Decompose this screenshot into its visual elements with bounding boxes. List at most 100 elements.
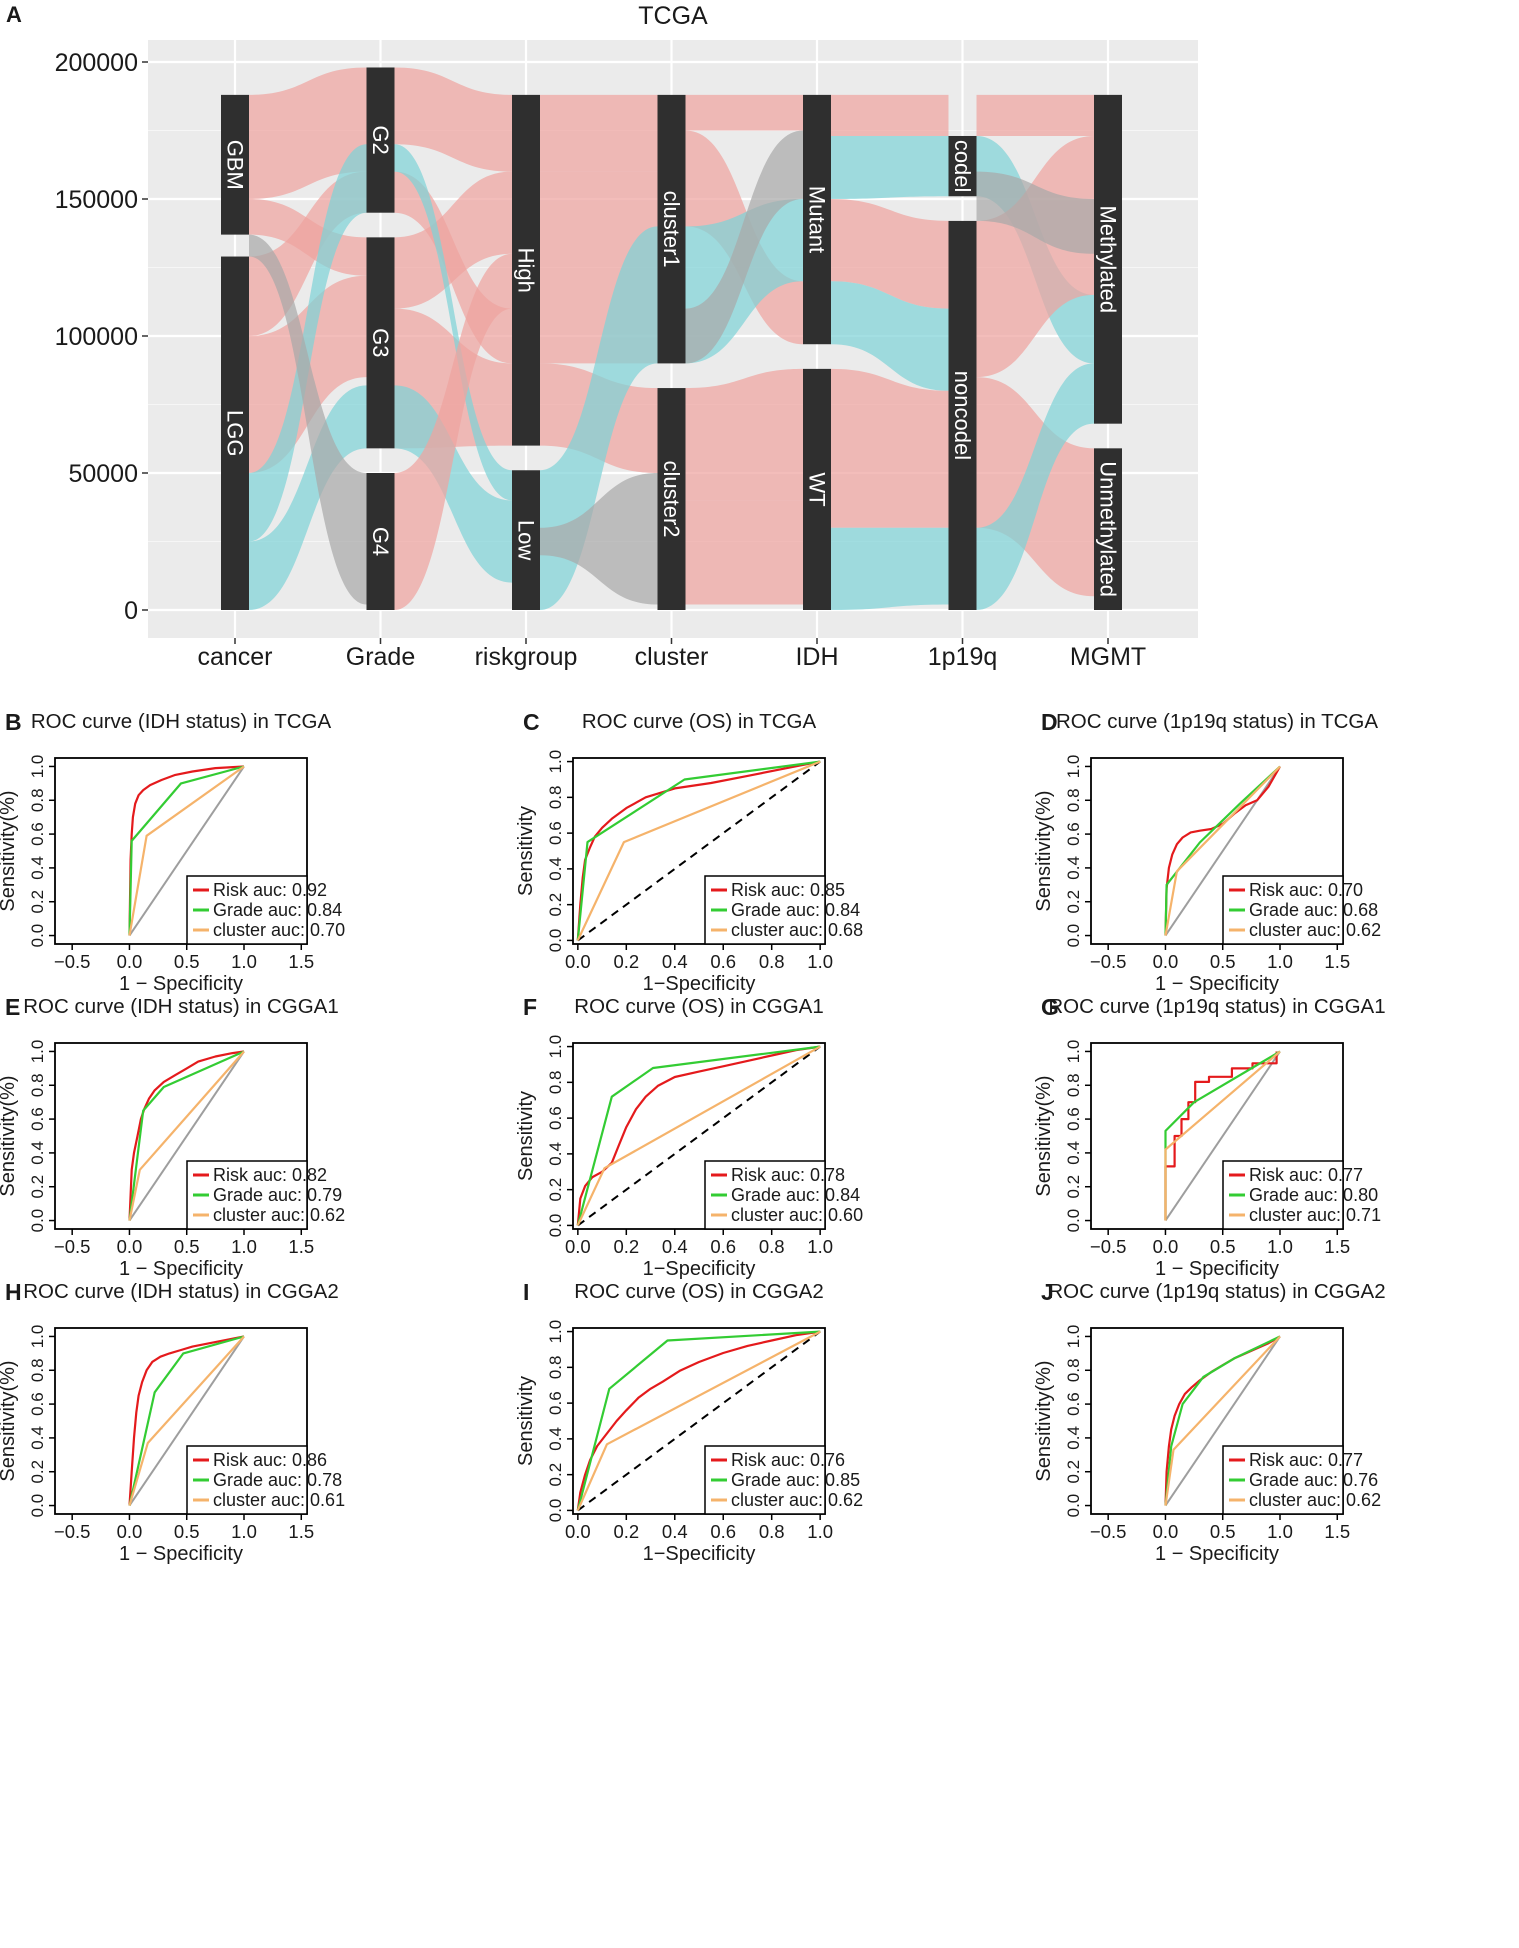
y-tick-label: 0.0 xyxy=(28,1494,47,1518)
roc-line-grade xyxy=(1164,1335,1281,1506)
stratum-box xyxy=(221,94,249,235)
plot-frame xyxy=(572,1042,826,1230)
panel-letter: J xyxy=(1041,1279,1054,1305)
y-tick-label: 0.6 xyxy=(546,1391,565,1415)
chart-title: ROC curve (IDH status) in CGGA2 xyxy=(23,1280,339,1303)
roc-line-cluster xyxy=(576,1330,821,1511)
axis-label: 1p19q xyxy=(928,643,998,671)
x-tick-label: 1.5 xyxy=(1324,951,1350,972)
legend-label: cluster auc: 0.60 xyxy=(731,1205,863,1225)
y-axis-label: Sensitivity(%) xyxy=(1033,790,1055,911)
y-tick-label: 0.4 xyxy=(1064,856,1083,880)
plot-frame xyxy=(1090,757,1344,945)
chart-title: TCGA xyxy=(638,2,708,30)
roc-line-cluster xyxy=(128,1335,245,1506)
y-tick-label: 0.8 xyxy=(1064,1358,1083,1382)
legend-box xyxy=(186,875,308,945)
x-tick-label: 1.5 xyxy=(1324,1236,1350,1257)
roc-line-cluster xyxy=(1164,1335,1281,1506)
legend-label: Grade auc: 0.85 xyxy=(731,1470,860,1490)
stratum-box xyxy=(1094,94,1122,424)
axis-label: cluster xyxy=(635,643,709,671)
y-tick-label: 150000 xyxy=(55,186,138,214)
y-tick-label: 0.6 xyxy=(28,1107,47,1131)
y-tick-label: 1.0 xyxy=(28,1040,47,1064)
x-tick-label: 0.2 xyxy=(613,951,639,972)
flows xyxy=(249,67,1094,611)
y-tick-label: 0.0 xyxy=(546,1214,565,1238)
legend-label: Risk auc: 0.85 xyxy=(731,880,845,900)
panel-E: E ROC curve (IDH status) in CGGA1 0.0 0.2 0.… xyxy=(0,994,345,1280)
x-tick-label: 0.6 xyxy=(710,1521,736,1542)
y-tick-label: 1.0 xyxy=(1064,1040,1083,1064)
chart-title: ROC curve (OS) in TCGA xyxy=(582,710,817,733)
legend-label: cluster auc: 0.61 xyxy=(213,1490,345,1510)
panel-letter: E xyxy=(5,994,20,1020)
plot-frame xyxy=(54,1042,308,1230)
y-tick-label: 0.2 xyxy=(28,1175,47,1199)
x-axis-label: 1−Specificity xyxy=(643,1543,756,1565)
stratum-box xyxy=(221,256,249,610)
chart-title: ROC curve (1p19q status) in TCGA xyxy=(1056,710,1378,733)
y-tick-label: 0.4 xyxy=(546,1427,565,1451)
flow-band xyxy=(685,368,803,501)
y-axis-label: Sensitivity xyxy=(515,1376,537,1466)
chart-title: ROC curve (OS) in CGGA2 xyxy=(574,1280,823,1303)
flow-band xyxy=(249,385,367,610)
roc-line-cluster xyxy=(1164,765,1281,936)
x-tick-label: 0.0 xyxy=(565,1236,591,1257)
panel-letter: H xyxy=(5,1279,22,1305)
roc-line-cluster xyxy=(1164,1050,1281,1221)
roc-line-cluster xyxy=(128,1050,245,1221)
y-axis-label: Sensitivity xyxy=(515,806,537,896)
stratum-box xyxy=(366,473,395,610)
panel-letter: B xyxy=(5,709,22,735)
roc-line-grade xyxy=(128,765,245,936)
chart-title: ROC curve (1p19q status) in CGGA1 xyxy=(1048,995,1385,1018)
flow-band xyxy=(976,94,1094,136)
y-tick-label: 1.0 xyxy=(1064,1325,1083,1349)
roc-line-cluster xyxy=(128,765,245,936)
flow-band xyxy=(394,253,512,611)
legend-label: Risk auc: 0.82 xyxy=(213,1165,327,1185)
stratum-box xyxy=(512,470,540,610)
legend-label: Grade auc: 0.78 xyxy=(213,1470,342,1490)
x-tick-label: 0.0 xyxy=(117,1521,143,1542)
legend-label: cluster auc: 0.71 xyxy=(1249,1205,1381,1225)
y-tick-label: 0.8 xyxy=(28,1073,47,1097)
y-tick-label: 0.6 xyxy=(1064,822,1083,846)
legend-label: Grade auc: 0.68 xyxy=(1249,900,1378,920)
y-tick-label: 0.0 xyxy=(28,1209,47,1233)
x-tick-label: 1.5 xyxy=(1324,1521,1350,1542)
x-tick-label: 0.4 xyxy=(662,951,688,972)
flow-band xyxy=(976,171,1094,254)
legend-label: Risk auc: 0.78 xyxy=(731,1165,845,1185)
legend-label: Grade auc: 0.80 xyxy=(1249,1185,1378,1205)
panel-letter: A xyxy=(6,2,22,27)
y-tick-label: 0.0 xyxy=(1064,924,1083,948)
stratum-box xyxy=(803,94,831,345)
roc-line-grade xyxy=(1164,765,1281,936)
flow-band xyxy=(831,135,949,199)
legend-label: Grade auc: 0.76 xyxy=(1249,1470,1378,1490)
y-axis-label: Sensitivity(%) xyxy=(0,790,19,911)
y-tick-label: 0.8 xyxy=(1064,1073,1083,1097)
x-tick-label: 0.0 xyxy=(1153,951,1179,972)
stratum-label: noncodel xyxy=(950,371,975,460)
x-axis-label: 1−Specificity xyxy=(643,1258,756,1280)
flow-band xyxy=(394,144,512,501)
roc-line-grade xyxy=(128,1050,245,1221)
x-tick-label: 0.5 xyxy=(174,1521,200,1542)
plot-frame xyxy=(1090,1327,1344,1515)
x-tick-label: 1.0 xyxy=(1267,1236,1293,1257)
x-tick-label: −0.5 xyxy=(1090,1236,1127,1257)
legend-box xyxy=(186,1160,308,1230)
x-tick-label: 1.0 xyxy=(807,1521,833,1542)
panel-I: I ROC curve (OS) in CGGA20.00.20.40.60.81… xyxy=(515,1279,863,1565)
plot-frame xyxy=(54,757,308,945)
panel-B: B ROC curve (IDH status) in TCGA 0.0 0.2 0.4… xyxy=(0,709,345,995)
y-tick-label: 0.6 xyxy=(28,1392,47,1416)
